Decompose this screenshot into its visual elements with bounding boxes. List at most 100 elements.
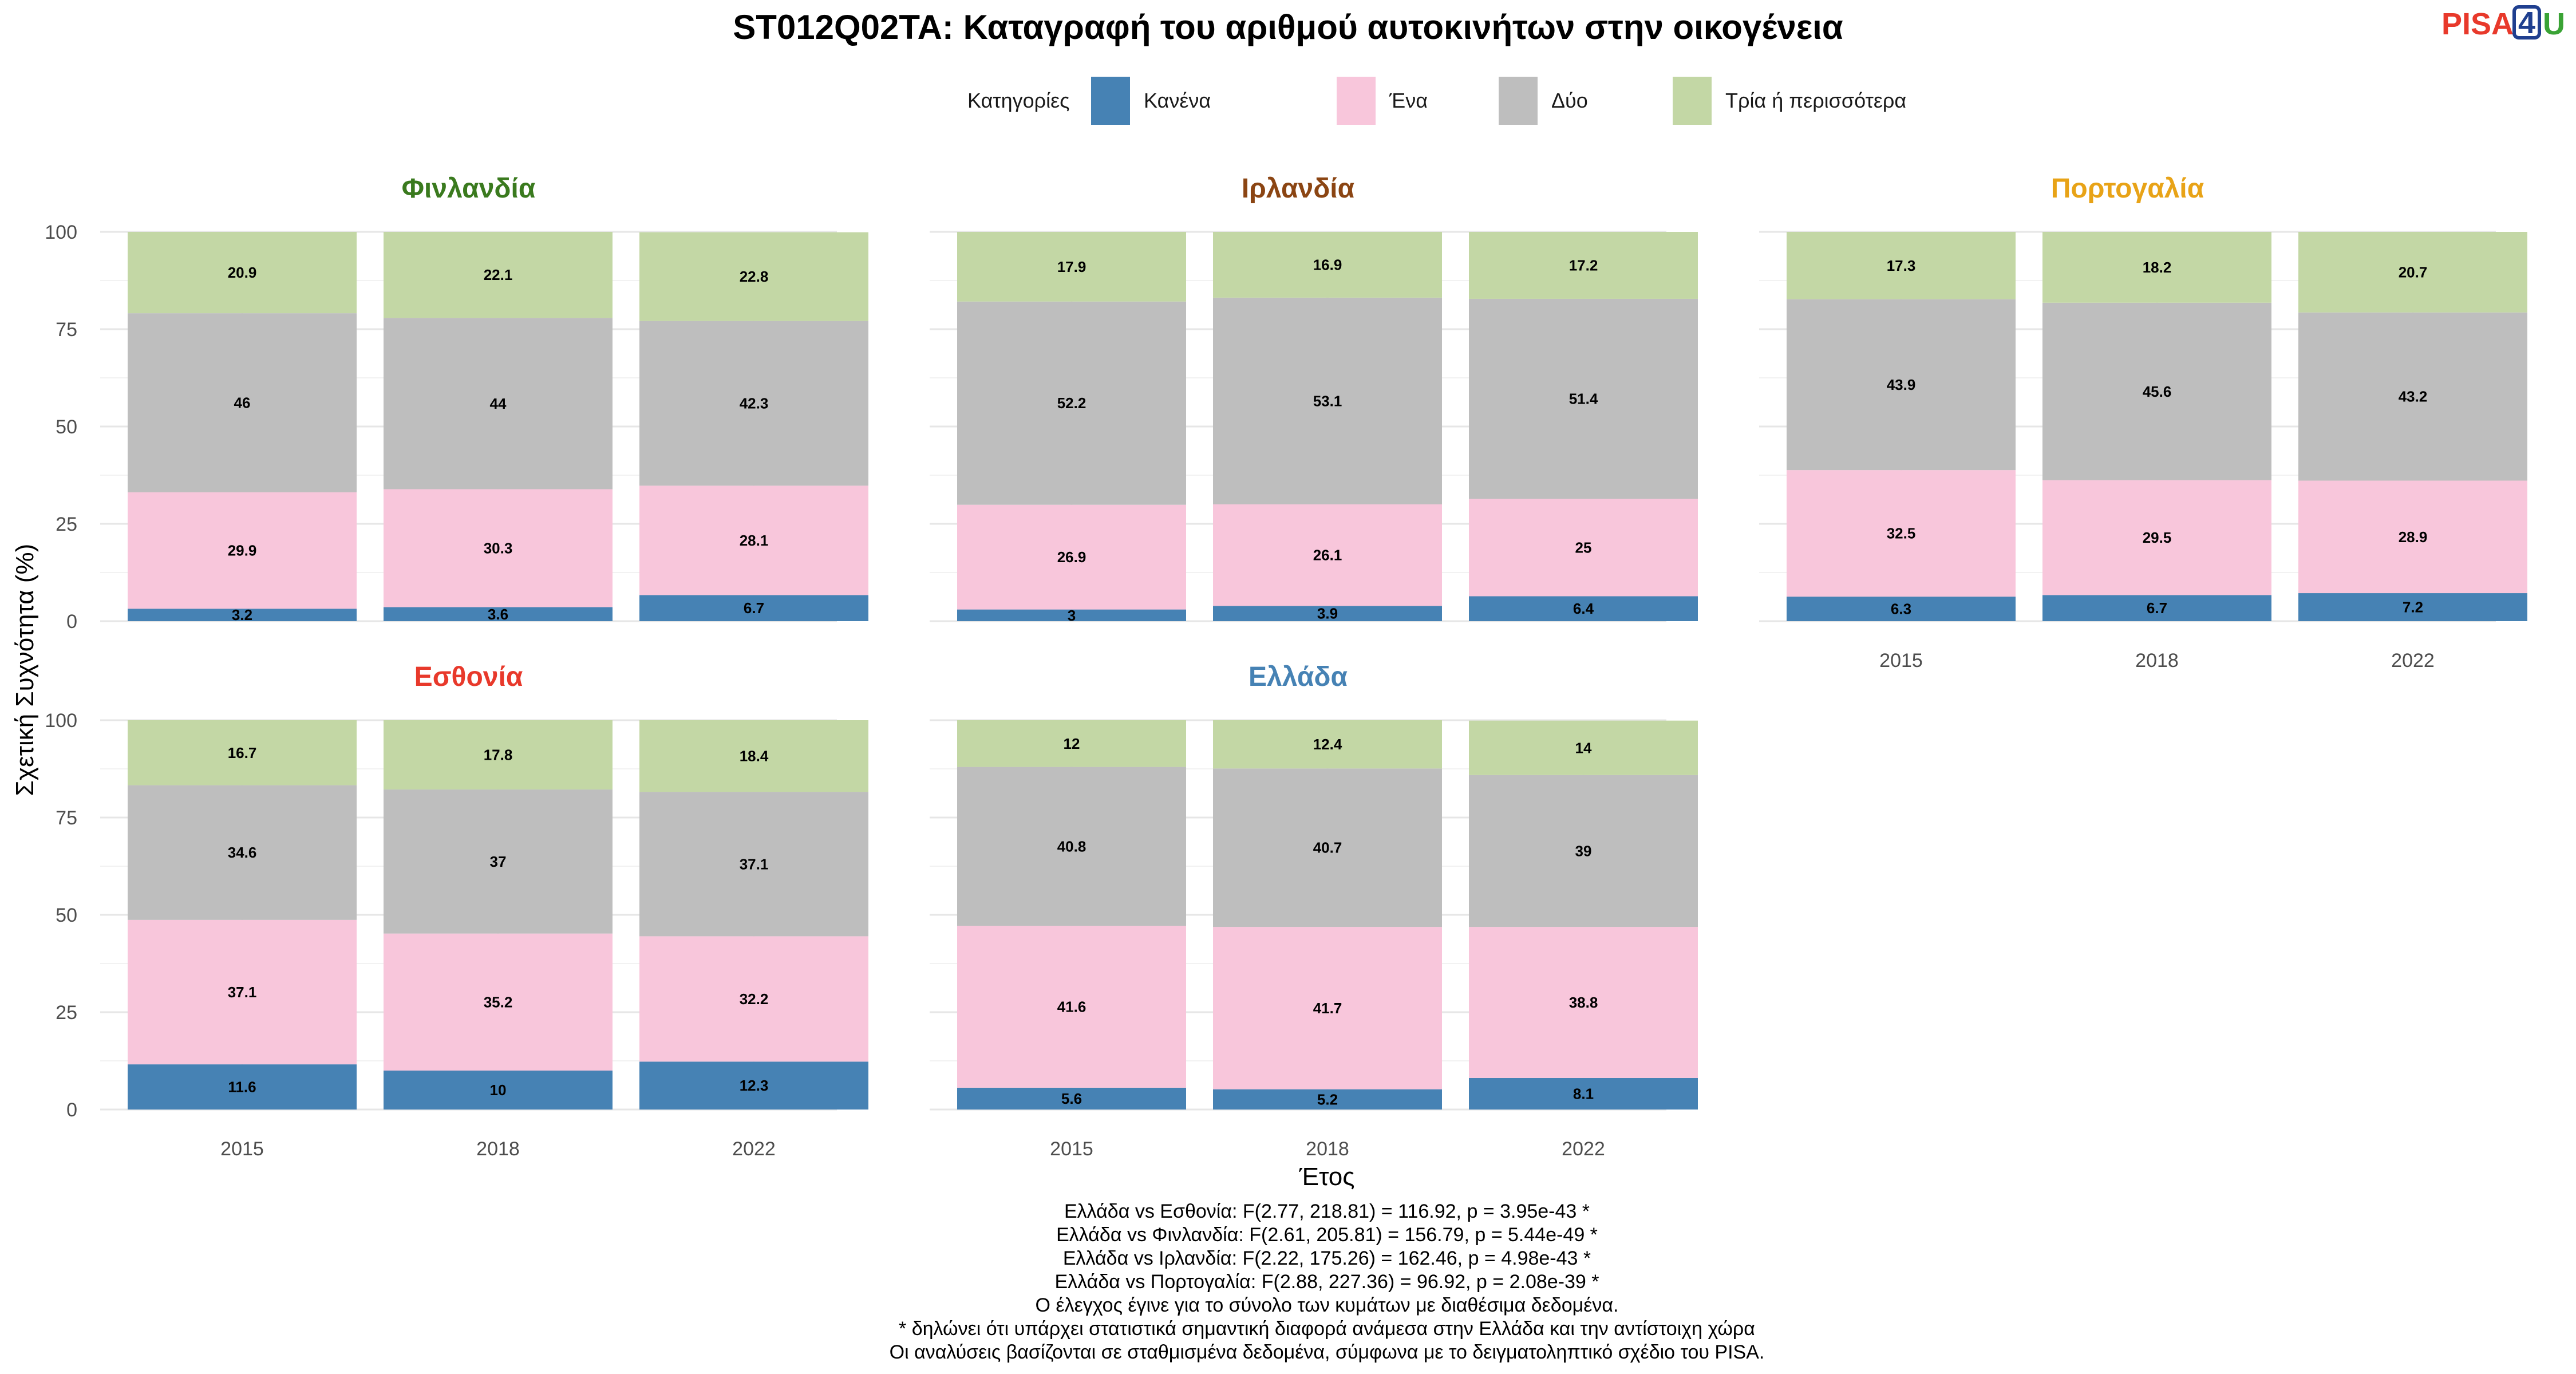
caption-line-2: Ελλάδα vs Ιρλανδία: F(2.22, 175.26) = 16… (1063, 1247, 1591, 1269)
bar-ιρλανδία-2015-3 (957, 232, 1186, 302)
bar-φινλανδία-2018-3 (384, 232, 613, 318)
data-label: 51.4 (1569, 390, 1598, 408)
x-tick-label: 2018 (2135, 650, 2179, 672)
x-tick-label: 2022 (1562, 1138, 1605, 1160)
data-label: 53.1 (1313, 392, 1342, 409)
x-tick-label: 2022 (732, 1138, 776, 1160)
data-label: 28.9 (2399, 528, 2428, 546)
data-label: 32.5 (1887, 525, 1916, 542)
bar-ιρλανδία-2018-3 (1213, 232, 1442, 298)
bar-εσθονία-2022-3 (639, 720, 868, 792)
bar-ιρλανδία-2022-0 (1469, 596, 1698, 621)
legend-label-1: Ένα (1389, 89, 1428, 112)
bar-ελλάδα-2015-0 (957, 1087, 1186, 1110)
data-label: 44 (490, 395, 507, 412)
chart-title: ST012Q02TA: Καταγραφή του αριθμού αυτοκι… (733, 8, 1843, 46)
data-label: 6.4 (1573, 600, 1594, 617)
data-label: 6.3 (1891, 601, 1911, 618)
legend-title: Κατηγορίες (967, 89, 1070, 112)
data-label: 20.9 (228, 264, 257, 281)
x-tick-label: 2015 (1879, 650, 1923, 672)
data-label: 34.6 (228, 844, 257, 861)
panel-title-3: Εσθονία (414, 662, 523, 692)
data-label: 37.1 (740, 855, 769, 872)
legend: Κατηγορίες Κανένα Ένα Δύο Τρία ή περισσότερα (967, 77, 1906, 125)
y-tick-label: 25 (56, 1002, 77, 1024)
data-label: 16.9 (1313, 256, 1342, 273)
data-label: 37.1 (228, 984, 257, 1001)
bar-πορτογαλία-2018-2 (2042, 302, 2271, 480)
caption-line-1: Ελλάδα vs Φινλανδία: F(2.61, 205.81) = 1… (1056, 1224, 1598, 1246)
data-label: 12.3 (740, 1077, 769, 1094)
caption-line-4: Ο έλεγχος έγινε για το σύνολο των κυμάτω… (1036, 1294, 1619, 1316)
data-label: 35.2 (484, 993, 513, 1010)
bar-πορτογαλία-2015-1 (1787, 470, 2016, 597)
bar-ελλάδα-2022-3 (1469, 720, 1698, 775)
panel-3: Εσθονία 0 25 50 75 100 11.6 37.1 34.6 16.7 10 35.2 3… (45, 662, 868, 1160)
bar-φινλανδία-2018-0 (384, 607, 613, 621)
legend-swatch-0 (1091, 77, 1130, 125)
bar-πορτογαλία-2022-1 (2298, 480, 2527, 594)
bar-πορτογαλία-2018-1 (2042, 480, 2271, 595)
data-label: 43.9 (1887, 376, 1916, 393)
y-axis-label: Σχετική Συχνότητα (%) (11, 544, 39, 796)
data-label: 18.4 (740, 748, 769, 765)
bar-πορτογαλία-2018-0 (2042, 595, 2271, 621)
data-label: 3.2 (232, 606, 252, 623)
bar-ιρλανδία-2018-0 (1213, 606, 1442, 621)
bar-εσθονία-2018-2 (384, 789, 613, 934)
bar-εσθονία-2015-0 (128, 1064, 357, 1110)
data-label: 28.1 (740, 532, 769, 549)
y-tick-label: 100 (45, 710, 77, 732)
data-label: 29.5 (2143, 529, 2172, 546)
bar-ιρλανδία-2022-1 (1469, 499, 1698, 597)
logo-text-right: U (2543, 7, 2565, 41)
data-label: 16.7 (228, 744, 257, 761)
bar-εσθονία-2018-0 (384, 1071, 613, 1110)
caption-line-6: Οι αναλύσεις βασίζονται σε σταθμισμένα δ… (890, 1341, 1765, 1363)
bar-ελλάδα-2022-1 (1469, 927, 1698, 1078)
bar-ελλάδα-2018-0 (1213, 1089, 1442, 1110)
bar-πορτογαλία-2015-0 (1787, 597, 2016, 621)
data-label: 40.7 (1313, 839, 1342, 856)
bar-ιρλανδία-2015-0 (957, 609, 1186, 621)
bar-ελλάδα-2015-3 (957, 720, 1186, 767)
data-label: 10 (490, 1081, 507, 1099)
panels: Φινλανδία02550751003.229.94620.93.630.34… (45, 173, 2527, 1160)
logo-text-left: PISA (2441, 7, 2514, 41)
bar-πορτογαλία-2022-0 (2298, 593, 2527, 621)
bar-ελλάδα-2018-2 (1213, 768, 1442, 927)
data-label: 6.7 (2147, 599, 2167, 617)
data-label: 38.8 (1569, 994, 1598, 1011)
panel-0: Φινλανδία 0 25 50 75 100 3.2 29.9 46 20.9 3.6 30.3 4… (45, 173, 868, 633)
logo: PISA 4 U (2441, 5, 2565, 41)
data-label: 39 (1575, 842, 1592, 859)
bar-εσθονία-2018-3 (384, 720, 613, 790)
data-label: 5.6 (1061, 1090, 1082, 1107)
bar-εσθονία-2022-2 (639, 792, 868, 937)
data-label: 17.9 (1057, 258, 1086, 275)
bar-φινλανδία-2015-0 (128, 609, 357, 621)
x-tick-label: 2018 (476, 1138, 520, 1160)
y-tick-label: 50 (56, 416, 77, 438)
panel-1: Ιρλανδία 3 26.9 52.2 17.9 3.9 26.1 53.1 16.9 6.4 2… (930, 173, 1698, 624)
data-label: 17.2 (1569, 256, 1598, 274)
bar-ελλάδα-2018-1 (1213, 927, 1442, 1089)
bar-φινλανδία-2015-2 (128, 313, 357, 492)
panel-title-1: Ιρλανδία (1242, 173, 1355, 204)
bar-πορτογαλία-2022-2 (2298, 312, 2527, 481)
y-tick-label: 0 (66, 1099, 77, 1121)
bar-εσθονία-2015-1 (128, 919, 357, 1065)
data-label: 37 (490, 853, 507, 870)
bar-εσθονία-2022-1 (639, 936, 868, 1062)
data-label: 42.3 (740, 395, 769, 412)
data-label: 8.1 (1573, 1085, 1594, 1102)
bar-ιρλανδία-2022-3 (1469, 232, 1698, 299)
data-label: 3 (1068, 607, 1076, 624)
bar-φινλανδία-2022-1 (639, 485, 868, 595)
panel-2: Πορτογαλία 6.3 32.5 43.9 17.3 6.7 29.5 45.6 18.2… (1759, 173, 2527, 672)
data-label: 45.6 (2143, 383, 2172, 400)
data-label: 7.2 (2403, 599, 2423, 616)
